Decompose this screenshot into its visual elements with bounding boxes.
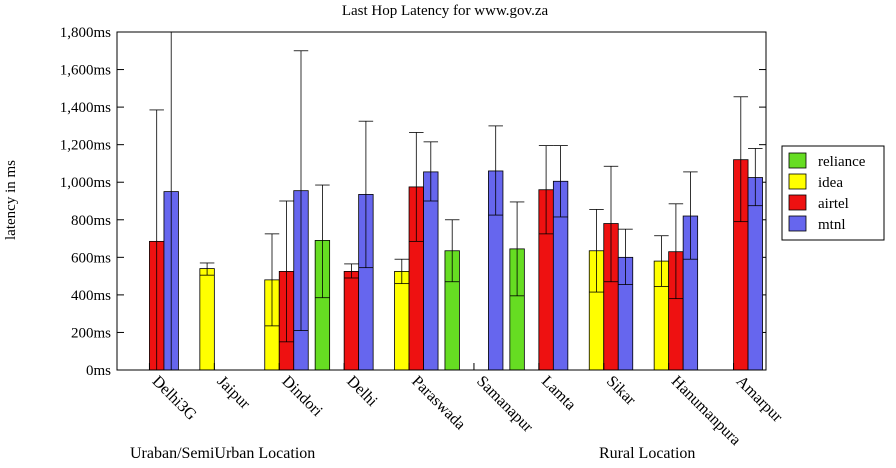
group-label-urban: Uraban/SemiUrban Location [130,445,315,462]
x-tick-label: Amarpur [733,373,786,426]
legend-label-airtel: airtel [818,196,849,212]
x-tick-label: Sikar [603,373,639,409]
bars [149,159,763,371]
y-tick-label: 1,800ms [60,25,111,41]
y-axis: 0ms 200ms 400ms 600ms 800ms 1,000ms 1,200ms 1,4… [60,25,766,379]
legend-label-mtnl: mtnl [818,217,846,233]
y-tick-label: 200ms [71,325,111,341]
legend-label-idea: idea [818,175,843,191]
bar-mtnl [423,171,439,371]
x-tick-label: Delhi [343,373,381,411]
x-tick-label: Dindori [278,373,326,421]
y-axis-label: latency in ms [3,160,19,240]
y-tick-label: 1,000ms [60,175,111,191]
legend-label-reliance: reliance [818,154,866,170]
plot-frame [116,31,767,371]
y-tick-label: 1,400ms [60,100,111,116]
x-tick-label: Delhi3G [149,373,200,424]
legend: reliance idea airtel mtnl [781,145,885,241]
x-tick-label: Samanapur [473,373,536,436]
y-tick-label: 600ms [71,250,111,266]
x-tick-label: Paraswada [408,373,468,433]
y-tick-label: 0ms [86,363,111,379]
bar-airtel [343,271,360,371]
legend-swatch-reliance [788,152,807,169]
y-tick-label: 1,600ms [60,63,111,79]
x-axis-labels: Delhi3G Jaipur Dindori Delhi Paraswada Samana… [149,363,786,449]
y-tick-label: 1,200ms [60,138,111,154]
chart-title: Last Hop Latency for www.gov.za [342,3,549,19]
x-tick-label: Jaipur [214,373,254,413]
x-tick-label: Lamta [538,373,579,414]
error-bars [149,32,763,370]
group-label-rural: Rural Location [599,445,695,462]
legend-swatch-mtnl [788,215,807,232]
bar-idea [199,268,215,371]
bar-idea [394,271,410,371]
y-tick-label: 800ms [71,213,111,229]
legend-swatch-airtel [788,194,807,211]
bar-mtnl [747,177,763,371]
legend-swatch-idea [788,173,807,190]
y-tick-label: 400ms [71,288,111,304]
